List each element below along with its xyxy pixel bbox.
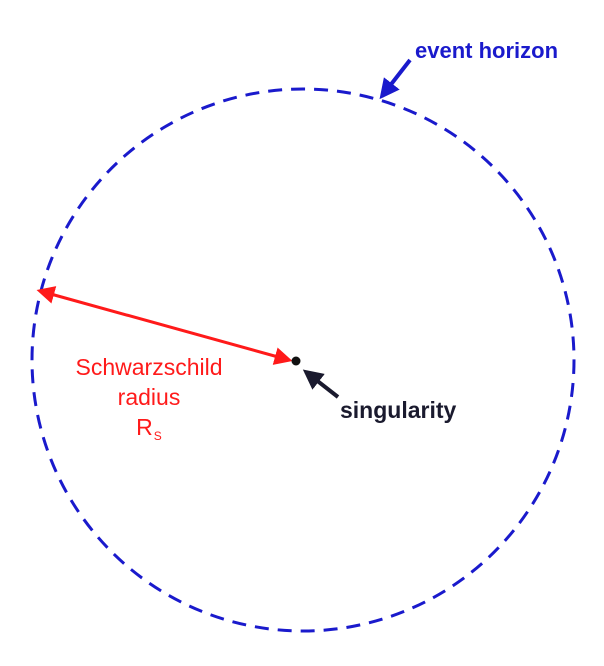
singularity-pointer-arrow	[302, 369, 340, 399]
radius-symbol: RS	[44, 412, 254, 451]
event-horizon-pointer-arrow	[379, 58, 412, 100]
radius-label-line2: radius	[117, 384, 181, 410]
singularity-label: singularity	[340, 397, 457, 423]
radius-label-line1: Schwarzschild	[75, 354, 223, 380]
radius-symbol-subscript: S	[153, 429, 162, 443]
event-horizon-circle	[30, 87, 576, 633]
radius-double-arrow	[36, 286, 293, 365]
radius-symbol-letter: R	[136, 414, 153, 440]
singularity-dot	[291, 356, 301, 366]
event-horizon-label: event horizon	[415, 38, 559, 63]
schwarzschild-radius-label: Schwarzschild radius RS	[44, 352, 254, 451]
